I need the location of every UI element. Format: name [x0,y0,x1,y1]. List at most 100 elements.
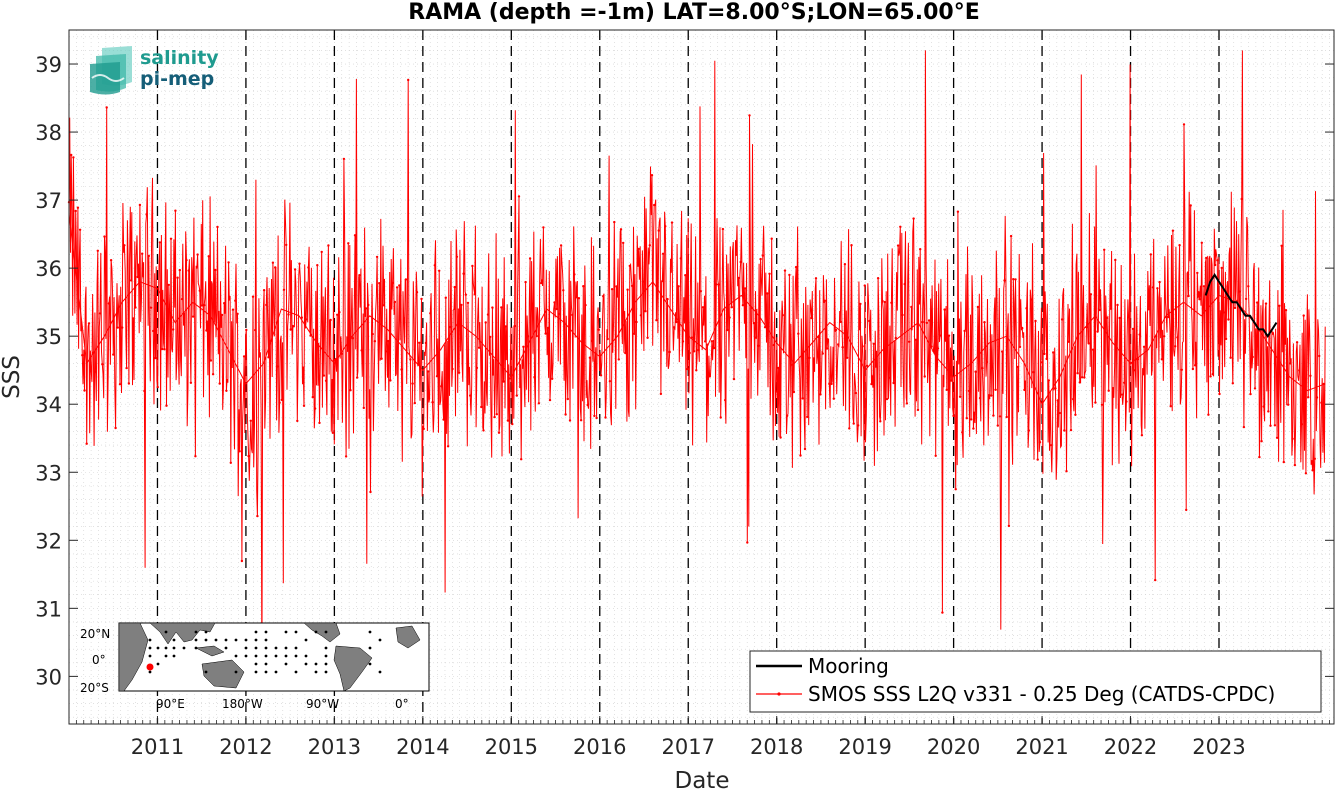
smos-point [415,291,419,294]
smos-point [200,304,204,307]
selected-mooring-marker [146,663,154,671]
map-dot [264,630,268,634]
map-dot [324,646,328,650]
smos-point [1231,382,1235,385]
map-dot [324,670,328,674]
smos-point [939,334,942,337]
smos-point [293,268,297,271]
smos-point [996,424,999,427]
smos-point [138,203,142,207]
smos-point [1131,327,1135,331]
smos-point [843,263,847,266]
smos-point [766,292,769,295]
smos-point [684,274,687,277]
map-dot [264,654,268,658]
smos-point [420,297,423,301]
smos-point [442,418,445,421]
smos-point [316,264,319,267]
smos-point [1007,524,1011,528]
smos-point [617,358,620,361]
smos-point [1213,263,1217,267]
smos-point [85,442,88,445]
map-dot [314,630,318,634]
smos-point [577,297,581,300]
smos-point [214,268,217,272]
smos-point [1023,388,1026,392]
smos-point [1111,387,1115,390]
smos-point [1253,387,1257,390]
smos-point [484,321,487,324]
smos-point [950,379,953,382]
smos-point [276,365,279,368]
smos-point [668,350,671,354]
smos-point [329,318,332,322]
smos-point [976,305,980,309]
smos-point [1309,374,1312,377]
map-dot [172,638,176,642]
smos-point [504,325,507,328]
smos-point [1313,457,1317,460]
smos-point [358,274,361,277]
smos-point [1105,316,1108,320]
smos-point [1142,345,1146,348]
smos-point [1138,333,1141,336]
smos-point [322,374,326,377]
smos-point [564,413,567,416]
smos-point [945,388,948,391]
smos-point [905,402,909,405]
smos-point [285,243,288,247]
smos-point [429,312,432,315]
smos-point [1275,436,1279,439]
map-dot [156,646,160,650]
smos-point [327,244,330,247]
smos-point [395,286,399,289]
smos-point [90,369,93,373]
smos-point [850,244,853,247]
smos-point [606,337,609,341]
smos-point [812,357,815,360]
smos-point [883,300,886,304]
smos-point [1116,303,1119,307]
map-dot [324,654,328,658]
smos-point [540,281,543,285]
map-dot [294,670,298,674]
smos-point [757,344,760,347]
smos-point [1180,368,1184,371]
map-dot [264,670,268,674]
y-axis-label: SSS [0,355,25,399]
smos-point [223,302,226,305]
smos-point [1211,372,1215,376]
smos-point [393,300,397,304]
smos-point [267,356,270,359]
smos-point [602,295,605,298]
smos-point [648,244,651,247]
smos-point [145,213,148,216]
map-dot [368,662,372,666]
smos-point [628,264,631,268]
smos-point [582,285,585,288]
smos-point [254,328,257,332]
smos-point [633,332,636,335]
smos-point [562,289,565,292]
smos-point [610,288,614,291]
smos-point [433,264,436,267]
smos-point [854,391,858,395]
smos-point [1293,463,1297,467]
smos-point [637,247,640,251]
smos-point [331,431,334,434]
smos-point [324,379,328,382]
smos-point [1193,364,1197,367]
smos-point [1018,345,1022,349]
smos-point [1076,372,1079,375]
smos-point [129,279,133,282]
smos-point [205,329,208,332]
smos-point [1151,286,1155,289]
smos-point [1260,440,1263,443]
smos-point [1315,396,1319,399]
smos-point [1182,123,1186,126]
map-dot [148,646,152,650]
smos-point [1038,441,1042,444]
smos-point [1034,319,1037,323]
map-dot [368,630,372,634]
